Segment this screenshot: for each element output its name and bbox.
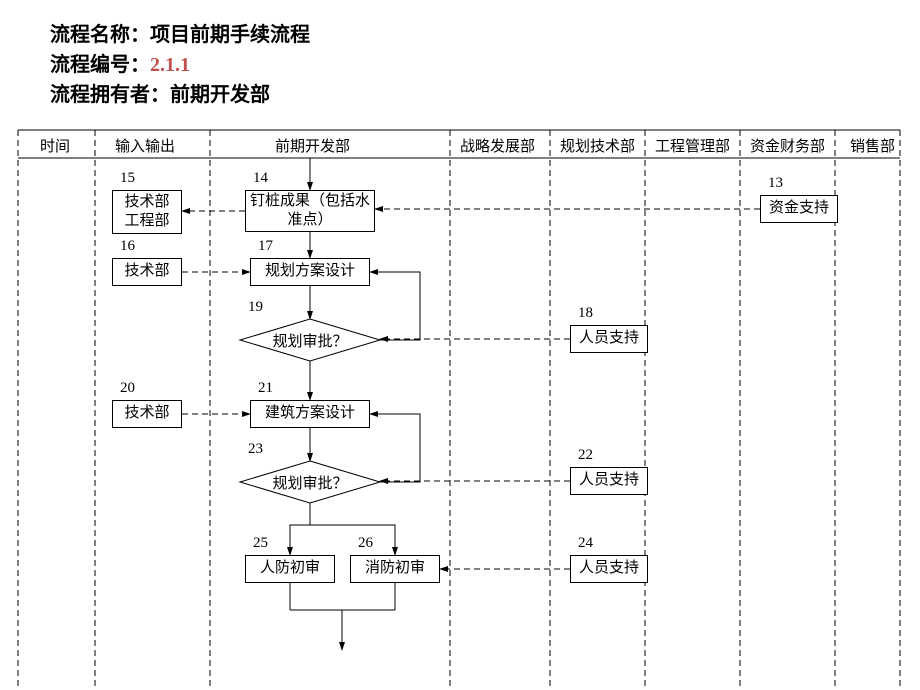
node-number: 18: [578, 305, 593, 322]
node-number: 14: [253, 170, 268, 187]
flow-node: 技术部: [112, 400, 182, 428]
lane-label: 前期开发部: [275, 135, 350, 156]
diagram-svg: [0, 0, 920, 690]
flow-node: 人员支持: [570, 555, 648, 583]
flow-node: 建筑方案设计: [250, 400, 370, 428]
lane-label: 时间: [40, 135, 70, 156]
node-number: 23: [248, 441, 263, 458]
flow-node: 技术部工程部: [112, 190, 182, 234]
flow-node: 人员支持: [570, 325, 648, 353]
flow-node: 人员支持: [570, 467, 648, 495]
node-number: 15: [120, 170, 135, 187]
lane-label: 销售部: [850, 135, 895, 156]
lane-label: 工程管理部: [655, 135, 730, 156]
lane-label: 资金财务部: [750, 135, 825, 156]
node-number: 17: [258, 238, 273, 255]
node-number: 26: [358, 535, 373, 552]
flow-node: 技术部: [112, 258, 182, 286]
flow-node: 人防初审: [245, 555, 335, 583]
node-number: 21: [258, 380, 273, 397]
node-number: 22: [578, 447, 593, 464]
lane-label: 规划技术部: [560, 135, 635, 156]
decision-node: 规划审批？: [240, 330, 380, 351]
flow-node: 消防初审: [350, 555, 440, 583]
flow-node: 钉桩成果（包括水准点）: [245, 190, 375, 232]
lane-label: 战略发展部: [460, 135, 535, 156]
lane-label: 输入输出: [115, 135, 175, 156]
node-number: 19: [248, 299, 263, 316]
node-number: 20: [120, 380, 135, 397]
node-number: 25: [253, 535, 268, 552]
flow-node: 规划方案设计: [250, 258, 370, 286]
node-number: 13: [768, 175, 783, 192]
decision-node: 规划审批？: [240, 472, 380, 493]
node-number: 16: [120, 238, 135, 255]
node-number: 24: [578, 535, 593, 552]
flow-node: 资金支持: [760, 195, 838, 223]
